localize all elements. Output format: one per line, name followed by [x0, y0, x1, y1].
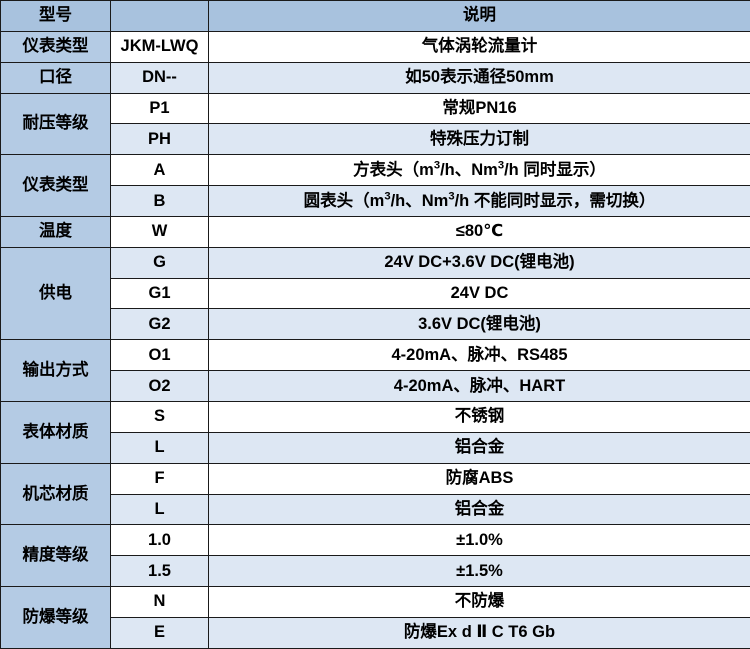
- code-cell: G: [110, 246, 209, 279]
- header-model: 型号: [0, 0, 111, 32]
- category-cell: 仪表类型: [0, 30, 111, 63]
- header-description: 说明: [208, 0, 750, 32]
- table-row: 精度等级 1.0 ±1.0%: [0, 524, 750, 588]
- table-row: 供电 G 24V DC+3.6V DC(锂电池): [0, 246, 750, 341]
- description-cell: 24V DC+3.6V DC(锂电池): [208, 246, 750, 279]
- description-cell: 24V DC: [208, 277, 750, 310]
- description-cell: 不锈钢: [208, 400, 750, 433]
- description-cell: ≤80℃: [208, 215, 750, 248]
- category-cell: 口径: [0, 61, 111, 94]
- description-cell: 圆表头（m3/h、Nm3/h 不能同时显示，需切换）: [208, 185, 750, 217]
- code-cell: O2: [110, 370, 209, 402]
- table-row: 耐压等级 P1 常规PN16: [0, 92, 750, 156]
- description-cell: 如50表示通径50mm: [208, 61, 750, 94]
- table-row: 温度 W ≤80℃: [0, 215, 750, 248]
- description-cell: 4-20mA、脉冲、RS485: [208, 339, 750, 372]
- code-cell: JKM-LWQ: [110, 30, 209, 63]
- code-cell: W: [110, 215, 209, 248]
- header-code: [110, 0, 209, 32]
- code-cell: G1: [110, 277, 209, 310]
- code-cell: A: [110, 154, 209, 187]
- description-cell: 不防爆: [208, 586, 750, 618]
- code-cell: E: [110, 616, 209, 649]
- code-cell: 1.5: [110, 555, 209, 588]
- table-row: 仪表类型 A 方表头（m3/h、Nm3/h 同时显示）: [0, 154, 750, 217]
- description-cell: 铝合金: [208, 493, 750, 526]
- description-cell: ±1.0%: [208, 524, 750, 557]
- code-cell: P1: [110, 92, 209, 125]
- description-cell: 4-20mA、脉冲、HART: [208, 370, 750, 402]
- code-cell: S: [110, 400, 209, 433]
- table-row: 1.5 ±1.5%: [1, 555, 750, 588]
- table-row: E 防爆Ex d Ⅱ C T6 Gb: [1, 616, 750, 649]
- code-cell: O1: [110, 339, 209, 372]
- description-cell: 3.6V DC(锂电池): [208, 308, 750, 341]
- description-cell: 气体涡轮流量计: [208, 30, 750, 63]
- description-cell: 防爆Ex d Ⅱ C T6 Gb: [208, 616, 750, 649]
- category-cell: 温度: [0, 215, 111, 248]
- description-cell: 铝合金: [208, 431, 750, 464]
- table-row: 口径 DN-- 如50表示通径50mm: [0, 61, 750, 94]
- category-cell: 精度等级: [0, 524, 111, 588]
- description-cell: 常规PN16: [208, 92, 750, 125]
- table-row: G2 3.6V DC(锂电池): [1, 308, 750, 341]
- code-cell: G2: [110, 308, 209, 341]
- table-row: 表体材质 S 不锈钢: [0, 400, 750, 464]
- category-cell: 仪表类型: [0, 154, 111, 217]
- table-row: O2 4-20mA、脉冲、HART: [1, 370, 750, 402]
- description-cell: 特殊压力订制: [208, 123, 750, 156]
- description-cell: 方表头（m3/h、Nm3/h 同时显示）: [208, 154, 750, 187]
- table-row: PH 特殊压力订制: [1, 123, 750, 156]
- category-cell: 表体材质: [0, 400, 111, 464]
- description-cell: ±1.5%: [208, 555, 750, 588]
- table-row: B 圆表头（m3/h、Nm3/h 不能同时显示，需切换）: [1, 185, 750, 217]
- code-cell: DN--: [110, 61, 209, 94]
- table-row: G1 24V DC: [1, 277, 750, 310]
- table-row: 输出方式 O1 4-20mA、脉冲、RS485: [0, 339, 750, 402]
- table-row: 机芯材质 F 防腐ABS: [0, 462, 750, 526]
- category-cell: 防爆等级: [0, 586, 111, 649]
- code-cell: B: [110, 185, 209, 217]
- category-cell: 机芯材质: [0, 462, 111, 526]
- code-cell: N: [110, 586, 209, 618]
- description-cell: 防腐ABS: [208, 462, 750, 495]
- table-row: 防爆等级 N 不防爆: [0, 586, 750, 649]
- code-cell: F: [110, 462, 209, 495]
- code-cell: L: [110, 431, 209, 464]
- table-row: L 铝合金: [1, 431, 750, 464]
- category-cell: 供电: [0, 246, 111, 341]
- category-cell: 耐压等级: [0, 92, 111, 156]
- code-cell: L: [110, 493, 209, 526]
- code-cell: PH: [110, 123, 209, 156]
- code-cell: 1.0: [110, 524, 209, 557]
- table-row: L 铝合金: [1, 493, 750, 526]
- category-cell: 输出方式: [0, 339, 111, 402]
- table-header-row: 型号 说明: [0, 0, 750, 32]
- table-row: 仪表类型 JKM-LWQ 气体涡轮流量计: [0, 30, 750, 63]
